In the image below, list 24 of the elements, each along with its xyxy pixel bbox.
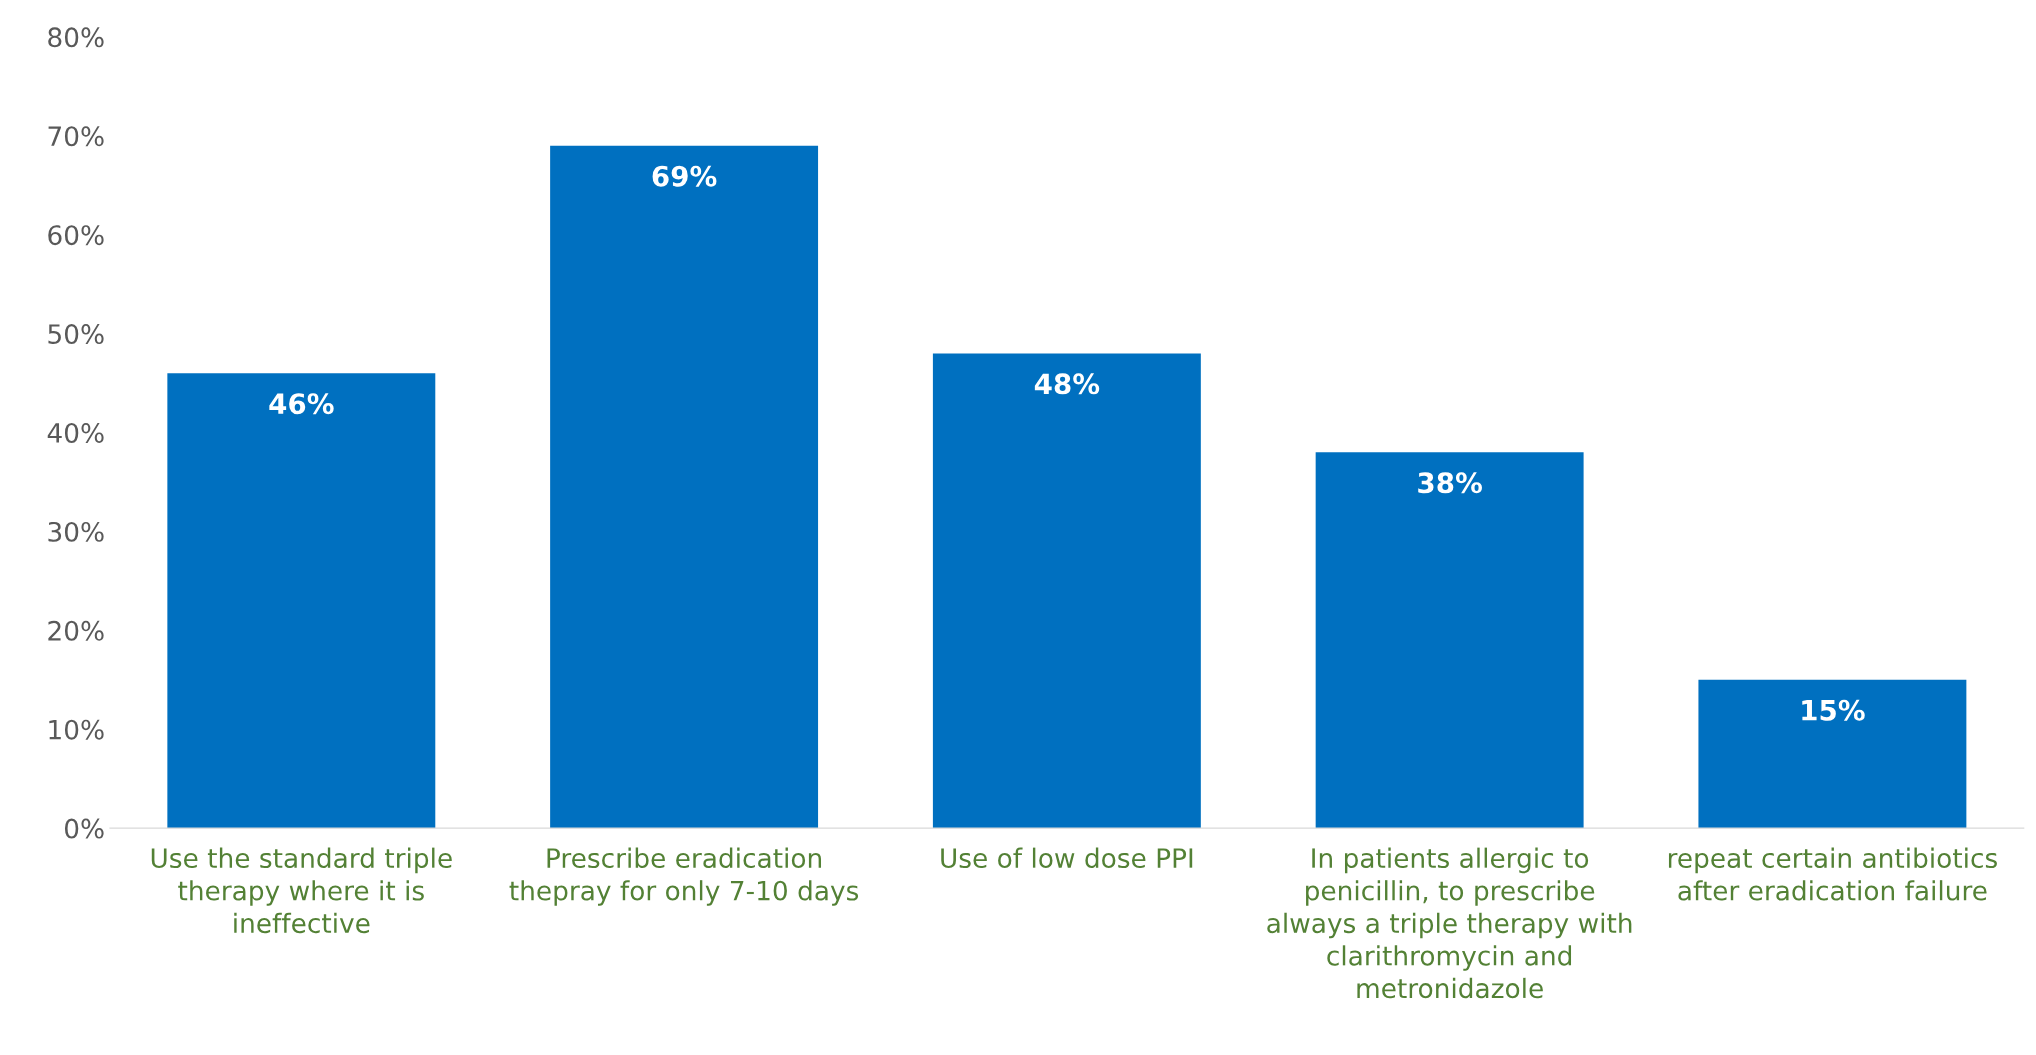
y-tick-label: 10% bbox=[49, 719, 104, 740]
y-tick-label: 30% bbox=[48, 521, 104, 542]
y-tick-label: 50% bbox=[48, 324, 104, 345]
y-tick-label: 20% bbox=[48, 620, 104, 641]
data-label: 38% bbox=[1418, 472, 1482, 494]
bar bbox=[550, 145, 819, 829]
bar bbox=[932, 353, 1201, 829]
bar bbox=[167, 373, 436, 829]
bar bbox=[1698, 679, 1967, 829]
x-tick-label: In patients allergic to penicillin, to prescribe always a triple therapy with clarithromycin and metronidazole bbox=[1267, 847, 1632, 999]
bar bbox=[1315, 452, 1584, 829]
data-label: 15% bbox=[1802, 699, 1865, 721]
y-tick-label: 40% bbox=[47, 422, 104, 443]
y-tick-label: 80% bbox=[48, 27, 104, 48]
x-tick-label: Prescribe eradication thepray for only 7-10 days bbox=[509, 847, 859, 906]
x-tick-label: Use of low dose PPI bbox=[941, 847, 1193, 869]
x-tick-label: repeat certain antibiotics after eradication failure bbox=[1668, 847, 1997, 901]
data-label: 48% bbox=[1034, 373, 1100, 395]
y-tick-label: 0% bbox=[64, 818, 104, 839]
data-label: 69% bbox=[652, 165, 717, 187]
data-label: 46% bbox=[269, 393, 334, 415]
y-tick-label: 70% bbox=[48, 126, 104, 147]
y-tick-label: 60% bbox=[48, 225, 104, 246]
x-tick-label: Use the standard triple therapy where it is ineffective bbox=[151, 847, 452, 934]
